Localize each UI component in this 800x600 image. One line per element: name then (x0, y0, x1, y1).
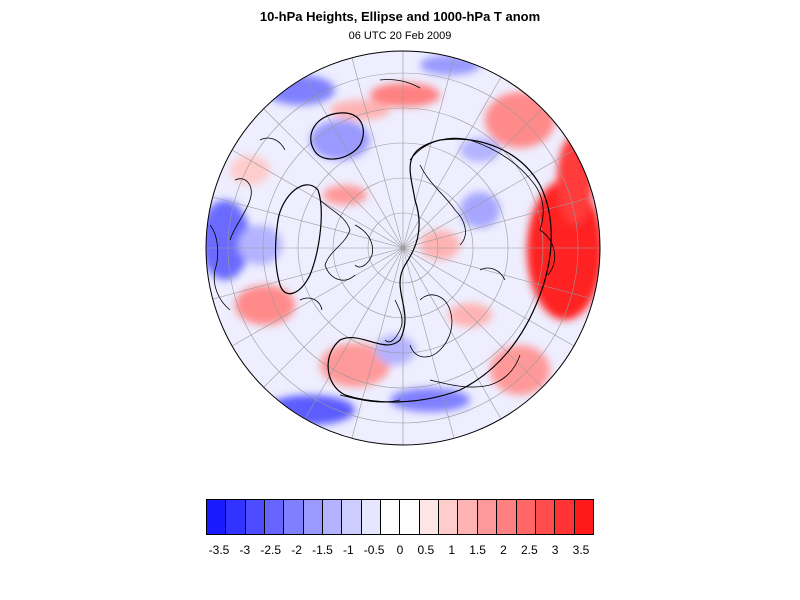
colorbar-label: -2.5 (260, 543, 282, 557)
colorbar-bin (323, 500, 343, 534)
colorbar-label: 2 (500, 543, 507, 557)
colorbar-labels: -3.5 -3 -2.5 -2 -1.5 -1 -0.5 0 0.5 1 1.5 2 2.5 3 3.5 (206, 543, 594, 561)
colorbar-bin (535, 500, 556, 534)
height-ellipse-contours (275, 112, 552, 403)
colorbar-label: -3 (239, 543, 251, 557)
globe-outline (205, 50, 601, 446)
colorbar-bin (284, 500, 304, 534)
colorbar-label: -3.5 (208, 543, 230, 557)
graticule (206, 51, 600, 445)
colorbar-bin (381, 500, 401, 534)
colorbar-bin (477, 500, 498, 534)
colorbar-bin (458, 500, 478, 534)
temperature-anomaly-field (206, 55, 600, 425)
colorbar-bin (303, 500, 324, 534)
colorbar-label: 3 (551, 543, 559, 557)
colorbar-bin (207, 500, 227, 534)
map-title: 10-hPa Heights, Ellipse and 1000-hPa T a… (259, 9, 541, 24)
map-subtitle: 06 UTC 20 Feb 2009 (348, 30, 452, 42)
colorbar-label: 0 (396, 543, 404, 557)
colorbar-bin (574, 500, 593, 534)
colorbar-bin (226, 500, 246, 534)
colorbar-label: -1.5 (312, 543, 333, 557)
colorbar-label: 3.5 (572, 543, 590, 557)
colorbar-bin (555, 500, 575, 534)
colorbar-bin (361, 500, 382, 534)
colorbar-bin (342, 500, 362, 534)
colorbar-label: 1.5 (469, 543, 486, 557)
colorbar-label: 0.5 (417, 543, 435, 557)
colorbar-bin (245, 500, 266, 534)
colorbar-bin (439, 500, 459, 534)
colorbar-label: -2 (291, 543, 302, 557)
colorbar-bin (265, 500, 285, 534)
colorbar-bin (516, 500, 536, 534)
colorbar-label: 2.5 (520, 543, 538, 557)
colorbar-bin (400, 500, 420, 534)
colorbar-label: -1 (342, 543, 354, 557)
colorbar-label: -0.5 (363, 543, 385, 557)
colorbar (206, 499, 594, 535)
coastlines (209, 79, 556, 403)
colorbar-bin (419, 500, 440, 534)
colorbar-label: 1 (448, 543, 456, 557)
colorbar-bin (497, 500, 517, 534)
